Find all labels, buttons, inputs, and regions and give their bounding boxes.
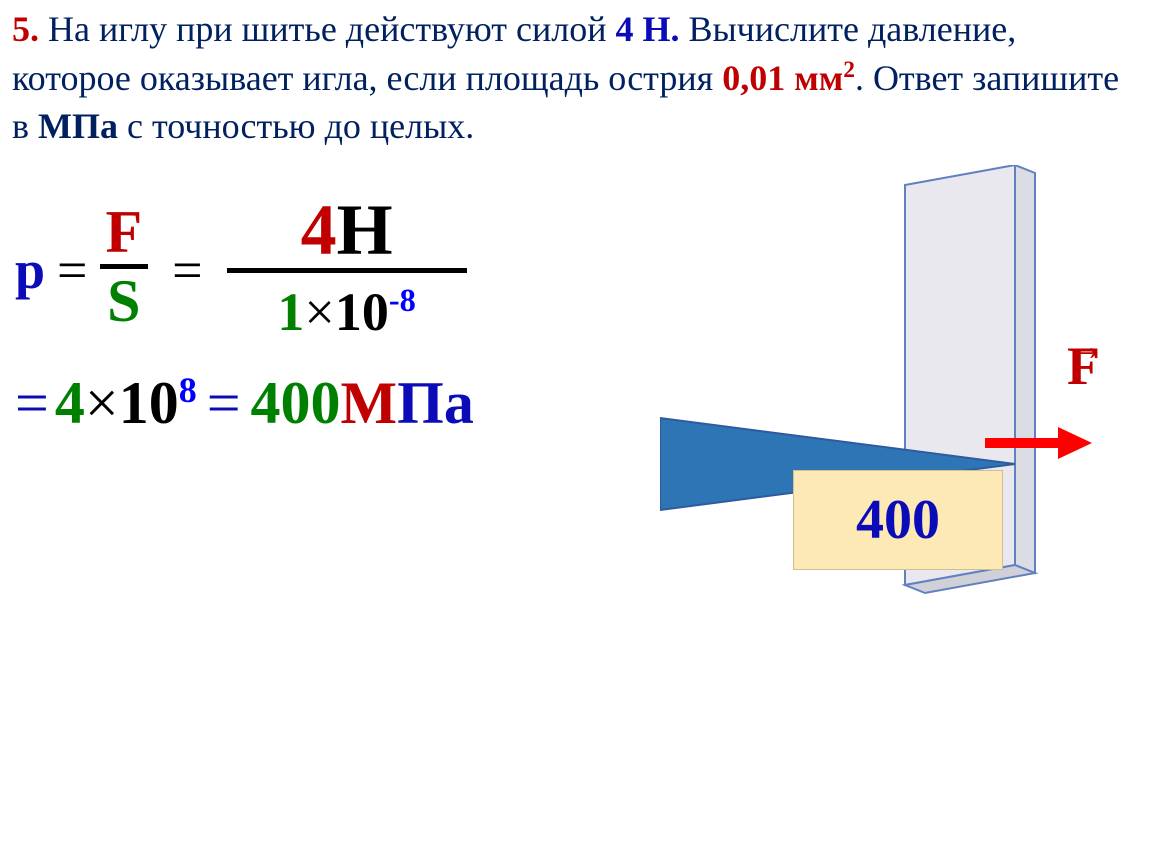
formula-row-2: = 4×108 = 400МПа: [15, 369, 715, 438]
pressure-symbol: p: [15, 239, 45, 301]
area-value: 0,01 мм2: [722, 58, 855, 98]
equals-sign: =: [15, 369, 49, 438]
vector-arrow-icon: →: [1064, 323, 1106, 371]
result-value: 400МПа: [251, 369, 474, 438]
formula-row-1: p = F S = 4Н 1×10-8: [15, 200, 715, 339]
numerator-4n: 4Н: [295, 194, 399, 266]
text-segment: с точностью до целых.: [118, 106, 474, 146]
equals-sign: =: [207, 369, 241, 438]
denominator-s: S: [101, 271, 146, 331]
fraction-numeric: 4Н 1×10-8: [227, 194, 467, 339]
equals-sign: =: [172, 239, 202, 301]
problem-statement: 5. На иглу при шитье действуют силой 4 Н…: [12, 5, 1142, 151]
force-value: 4 Н.: [615, 9, 679, 49]
equals-sign: =: [57, 239, 87, 301]
answer-value: 400: [856, 488, 940, 552]
answer-box: 400: [793, 470, 1003, 570]
fraction-fs: F S: [100, 202, 149, 331]
force-vector-label: → F: [1067, 335, 1100, 397]
text-segment: На иглу при шитье действуют силой: [39, 9, 615, 49]
result-sci: 4×108: [55, 369, 197, 438]
numerator-f: F: [100, 202, 149, 262]
problem-number: 5.: [12, 9, 39, 49]
formula-area: p = F S = 4Н 1×10-8 = 4×108 = 400МПа: [15, 200, 715, 438]
fraction-bar: [227, 268, 467, 273]
unit-label: МПа: [38, 106, 118, 146]
force-arrow-icon: [980, 423, 1095, 463]
denominator-sci: 1×10-8: [271, 275, 421, 339]
needle-diagram: → F 400: [645, 165, 1115, 685]
